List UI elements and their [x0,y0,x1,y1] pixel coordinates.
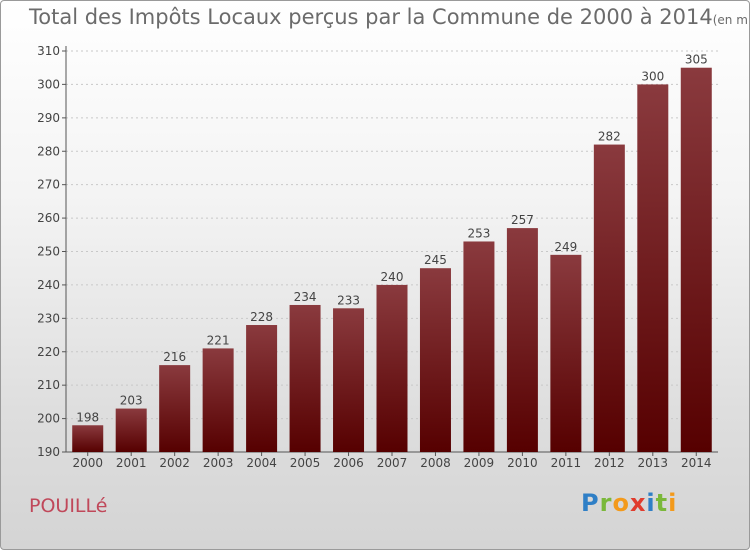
x-tick-label: 2006 [333,456,364,470]
bar-value-label: 257 [511,213,534,227]
logo-letter: P [581,489,600,517]
x-tick-label: 2013 [638,456,669,470]
x-tick-label: 2004 [246,456,277,470]
y-tick-label: 190 [37,445,60,459]
x-tick-label: 2005 [290,456,321,470]
logo-letter: i [646,489,656,517]
bar-value-label: 228 [250,310,273,324]
logo-letter: t [655,489,669,517]
bar [680,67,712,452]
y-tick-label: 280 [37,144,60,158]
bar-value-label: 234 [294,290,317,304]
bar-value-label: 249 [554,240,577,254]
bar [333,308,365,452]
bar [159,365,191,452]
y-tick-label: 220 [37,345,60,359]
chart-title: Total des Impôts Locaux perçus par la Co… [29,5,713,29]
y-tick-label: 230 [37,311,60,325]
bar-value-label: 216 [163,350,186,364]
bar [506,228,538,452]
bar [246,325,278,452]
logo-letter: o [612,489,630,517]
x-tick-label: 2010 [507,456,538,470]
bar-value-label: 300 [641,69,664,83]
bar [72,425,104,452]
y-tick-label: 250 [37,245,60,259]
y-tick-label: 270 [37,178,60,192]
logo-letter: x [629,489,647,517]
bar [202,348,234,452]
y-tick-label: 310 [37,44,60,58]
bar-value-label: 240 [381,270,404,284]
x-tick-label: 2012 [594,456,625,470]
x-tick-label: 2009 [464,456,495,470]
bar [550,254,582,452]
bar-value-label: 282 [598,130,621,144]
y-tick-label: 300 [37,77,60,91]
x-tick-label: 2003 [203,456,234,470]
bar-value-label: 253 [467,226,490,240]
bar-value-label: 198 [76,410,99,424]
y-tick-label: 290 [37,111,60,125]
x-tick-label: 2001 [116,456,147,470]
proxiti-logo[interactable]: Proxiti [581,489,677,517]
chart-unit-label: (en milliers d'€) [712,13,750,27]
x-tick-label: 2007 [377,456,408,470]
bar [593,144,625,453]
bar [637,84,669,453]
bar [376,284,408,452]
chart-title-block: Total des Impôts Locaux perçus par la Co… [29,5,750,29]
x-tick-label: 2014 [681,456,712,470]
commune-name: POUILLé [29,495,108,517]
x-tick-label: 2011 [551,456,582,470]
logo-letter: i [668,489,678,517]
bar [289,304,321,452]
bar-value-label: 221 [207,333,230,347]
y-tick-label: 210 [37,378,60,392]
x-tick-label: 2000 [72,456,103,470]
bar [419,268,451,452]
bar-value-label: 203 [120,394,143,408]
bar [463,241,495,452]
bar-value-label: 245 [424,253,447,267]
x-tick-label: 2002 [159,456,190,470]
y-tick-label: 240 [37,278,60,292]
y-tick-label: 200 [37,412,60,426]
bar [115,408,147,452]
x-tick-label: 2008 [420,456,451,470]
y-tick-label: 260 [37,211,60,225]
bar-value-label: 233 [337,293,360,307]
bar-value-label: 305 [685,53,708,67]
logo-letter: r [599,489,613,517]
